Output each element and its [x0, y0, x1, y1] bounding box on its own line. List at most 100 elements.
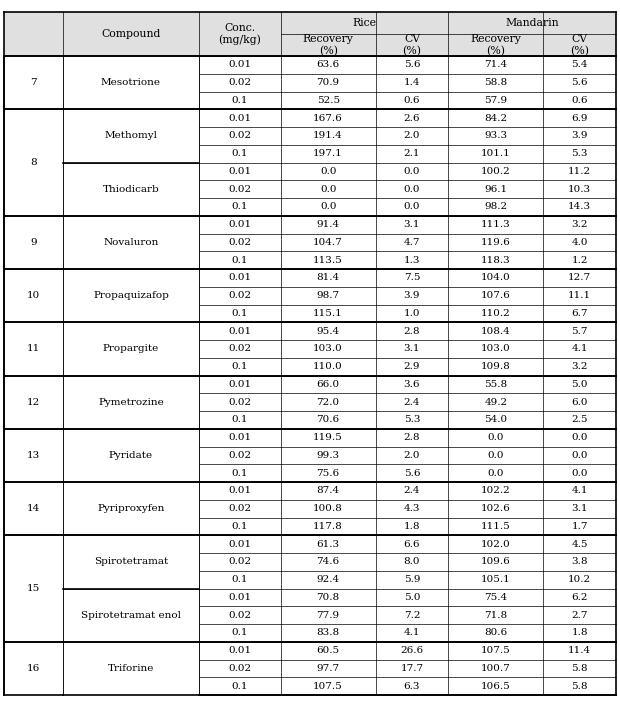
Text: Mesotrione: Mesotrione	[101, 78, 161, 87]
Bar	[544, 589, 616, 606]
Text: 84.2: 84.2	[484, 114, 507, 123]
Bar	[376, 34, 448, 56]
Bar	[544, 358, 616, 376]
Text: 0.02: 0.02	[228, 611, 251, 620]
Text: 100.2: 100.2	[481, 167, 511, 176]
Bar	[376, 624, 448, 641]
Text: 1.8: 1.8	[572, 628, 588, 637]
Text: 106.5: 106.5	[481, 681, 511, 690]
Bar	[4, 56, 63, 109]
Bar	[544, 127, 616, 144]
Text: 2.8: 2.8	[404, 327, 420, 336]
Text: 110.0: 110.0	[313, 362, 343, 371]
Bar	[4, 109, 63, 216]
Text: 2.5: 2.5	[572, 416, 588, 424]
Bar	[448, 109, 544, 127]
Text: 0.1: 0.1	[231, 681, 248, 690]
Bar	[376, 517, 448, 536]
Bar	[199, 482, 280, 500]
Bar	[376, 589, 448, 606]
Text: Recovery
(%): Recovery (%)	[471, 34, 521, 56]
Text: 0.1: 0.1	[231, 416, 248, 424]
Bar	[376, 536, 448, 553]
Bar	[280, 641, 376, 660]
Text: Pyriproxyfen: Pyriproxyfen	[97, 504, 165, 513]
Bar	[280, 358, 376, 376]
Text: 107.5: 107.5	[313, 681, 343, 690]
Text: 49.2: 49.2	[484, 397, 507, 407]
Bar	[63, 429, 199, 482]
Text: 3.9: 3.9	[572, 131, 588, 140]
Text: Spirotetramat enol: Spirotetramat enol	[81, 611, 181, 620]
Text: 1.4: 1.4	[404, 78, 420, 87]
Text: 0.01: 0.01	[228, 327, 251, 336]
Bar	[280, 304, 376, 322]
Text: Thiodicarb: Thiodicarb	[102, 184, 159, 193]
Text: Mandarin: Mandarin	[505, 18, 559, 28]
Bar	[544, 553, 616, 571]
Bar	[544, 269, 616, 287]
Bar	[199, 198, 280, 216]
Bar	[63, 269, 199, 322]
Text: 5.7: 5.7	[572, 327, 588, 336]
Text: 10.2: 10.2	[568, 575, 591, 584]
Text: 0.0: 0.0	[572, 469, 588, 477]
Text: 3.1: 3.1	[404, 220, 420, 229]
Text: 0.1: 0.1	[231, 203, 248, 212]
Bar	[199, 571, 280, 589]
Text: 96.1: 96.1	[484, 184, 507, 193]
Text: Compound: Compound	[101, 29, 161, 39]
Bar	[199, 660, 280, 677]
Text: 6.2: 6.2	[572, 593, 588, 602]
Bar	[544, 144, 616, 163]
Text: 6.7: 6.7	[572, 309, 588, 318]
Text: 10.3: 10.3	[568, 184, 591, 193]
Text: 4.0: 4.0	[572, 238, 588, 247]
Text: 4.7: 4.7	[404, 238, 420, 247]
Bar	[544, 322, 616, 340]
Text: 98.2: 98.2	[484, 203, 507, 212]
Bar	[63, 109, 199, 163]
Text: 104.7: 104.7	[313, 238, 343, 247]
Text: 97.7: 97.7	[317, 664, 340, 673]
Text: 103.0: 103.0	[313, 344, 343, 353]
Bar	[448, 198, 544, 216]
Bar	[63, 589, 199, 641]
Text: 6.3: 6.3	[404, 681, 420, 690]
Bar	[544, 447, 616, 464]
Bar	[448, 411, 544, 429]
Bar	[4, 482, 63, 536]
Text: 14: 14	[27, 504, 40, 513]
Bar	[376, 92, 448, 109]
Text: 61.3: 61.3	[317, 540, 340, 549]
Text: 0.1: 0.1	[231, 469, 248, 477]
Text: 100.8: 100.8	[313, 504, 343, 513]
Text: 5.0: 5.0	[404, 593, 420, 602]
Text: 117.8: 117.8	[313, 522, 343, 531]
Text: 100.7: 100.7	[481, 664, 511, 673]
Bar	[199, 92, 280, 109]
Bar	[376, 660, 448, 677]
Text: 55.8: 55.8	[484, 380, 507, 389]
Bar	[199, 56, 280, 74]
Text: 3.2: 3.2	[572, 362, 588, 371]
Text: 0.0: 0.0	[487, 451, 504, 460]
Text: 2.4: 2.4	[404, 397, 420, 407]
Text: Novaluron: Novaluron	[104, 238, 159, 247]
Text: 2.9: 2.9	[404, 362, 420, 371]
Bar	[4, 429, 63, 482]
Bar	[280, 500, 376, 517]
Text: 11.4: 11.4	[568, 646, 591, 655]
Bar	[376, 109, 448, 127]
Bar	[280, 109, 376, 127]
Bar	[448, 74, 544, 92]
Text: 5.3: 5.3	[404, 416, 420, 424]
Bar	[199, 677, 280, 695]
Bar	[280, 92, 376, 109]
Bar	[280, 447, 376, 464]
Bar	[63, 12, 199, 56]
Text: 110.2: 110.2	[481, 309, 511, 318]
Text: 1.7: 1.7	[572, 522, 588, 531]
Bar	[280, 660, 376, 677]
Bar	[280, 517, 376, 536]
